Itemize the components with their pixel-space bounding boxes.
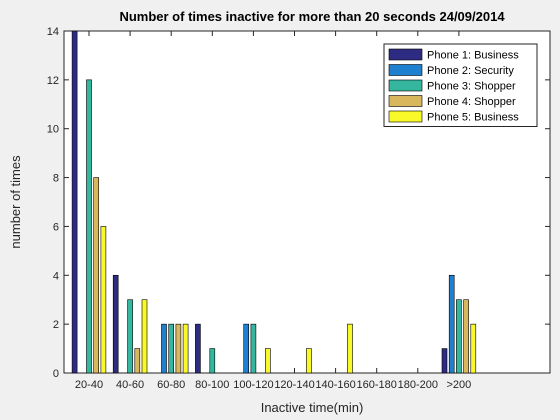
x-tick-label: 60-80	[157, 379, 185, 391]
legend-swatch	[388, 79, 423, 92]
bar	[112, 274, 119, 374]
x-tick-label: 40-60	[116, 379, 144, 391]
bar	[71, 30, 78, 374]
bar	[182, 323, 189, 374]
bar	[448, 274, 455, 374]
x-tick-label: 80-100	[195, 379, 229, 391]
y-tick-label: 8	[53, 173, 59, 185]
bar	[86, 79, 92, 374]
x-axis: 20-40 40-60 60-80 80-100 100-120 120-140 140-1…	[75, 31, 471, 391]
y-tick-label: 6	[53, 221, 59, 233]
bar	[127, 299, 133, 374]
bar	[161, 323, 167, 374]
bar	[175, 323, 182, 374]
bar	[243, 323, 249, 374]
bar	[470, 323, 477, 374]
bar	[463, 299, 469, 374]
bar	[168, 323, 174, 374]
x-tick-label: >200	[447, 379, 472, 391]
bar	[141, 299, 148, 374]
bar	[456, 299, 462, 374]
x-tick-label: 160-180	[357, 379, 397, 391]
legend-label: Phone 5: Business	[427, 112, 519, 124]
legend-swatch	[388, 95, 423, 107]
y-tick-label: 4	[53, 270, 59, 282]
legend-swatch	[388, 48, 423, 61]
x-tick-label: 140-160	[315, 379, 355, 391]
x-axis-label: Inactive time(min)	[261, 400, 364, 415]
bar	[306, 348, 312, 374]
legend-label: Phone 2: Security	[427, 65, 514, 77]
bar	[441, 348, 448, 374]
bar	[100, 226, 107, 374]
legend-label: Phone 1: Business	[427, 50, 519, 62]
legend-swatch	[388, 64, 423, 76]
bar	[264, 348, 271, 374]
x-tick-label: 100-120	[233, 379, 273, 391]
bars	[71, 30, 477, 374]
bar	[209, 348, 216, 374]
x-tick-label: 120-140	[274, 379, 314, 391]
y-tick-label: 10	[47, 124, 59, 136]
x-tick-label: 20-40	[75, 379, 103, 391]
y-axis-label: number of times	[8, 155, 23, 249]
legend-label: Phone 3: Shopper	[427, 81, 516, 93]
bar	[347, 323, 353, 374]
legend: Phone 1: Business Phone 2: Security Phone …	[383, 43, 538, 127]
bar	[195, 323, 201, 374]
y-tick-label: 2	[53, 319, 59, 331]
chart-title: Number of times inactive for more than 2…	[119, 9, 505, 24]
bar	[134, 348, 141, 374]
y-axis: 0 2 4 6 8 10 12 14	[47, 26, 550, 380]
bar	[250, 323, 257, 374]
y-tick-label: 12	[47, 75, 59, 87]
y-tick-label: 0	[53, 368, 59, 380]
bar	[93, 177, 99, 374]
y-tick-label: 14	[47, 26, 59, 38]
legend-swatch	[388, 110, 423, 123]
x-tick-label: 180-200	[398, 379, 438, 391]
legend-label: Phone 4: Shopper	[427, 96, 516, 108]
